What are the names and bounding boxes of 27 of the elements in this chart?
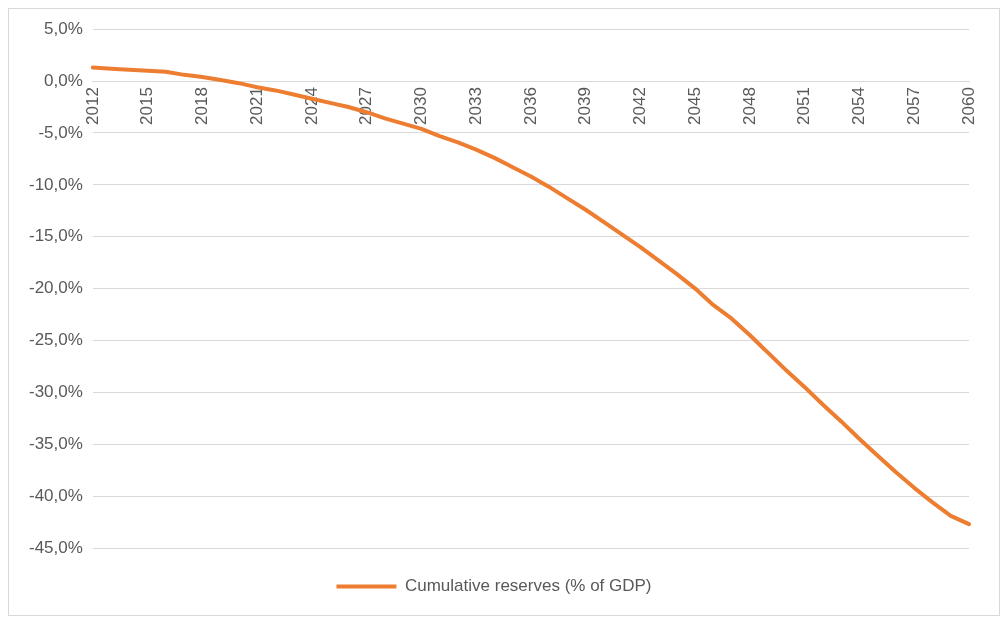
x-tick-label: 2060 bbox=[958, 87, 978, 125]
y-tick-label: -30,0% bbox=[28, 382, 83, 402]
x-tick-label: 2033 bbox=[465, 87, 485, 125]
x-tick-label: 2039 bbox=[575, 87, 595, 125]
x-tick-label: 2042 bbox=[630, 87, 650, 125]
y-tick-label: 0,0% bbox=[44, 70, 83, 90]
x-tick-label: 2012 bbox=[82, 87, 102, 125]
x-tick-label: 2015 bbox=[137, 87, 157, 125]
y-tick-label: 5,0% bbox=[44, 18, 83, 38]
y-tick-label: -45,0% bbox=[28, 537, 83, 557]
y-tick-label: -40,0% bbox=[28, 485, 83, 505]
y-tick-label: -35,0% bbox=[28, 433, 83, 453]
y-tick-label: -20,0% bbox=[28, 278, 83, 298]
x-tick-label: 2030 bbox=[411, 87, 431, 125]
x-tick-label: 2021 bbox=[246, 87, 266, 125]
y-tick-label: -10,0% bbox=[28, 174, 83, 194]
x-tick-label: 2048 bbox=[739, 87, 759, 125]
x-tick-label: 2036 bbox=[520, 87, 540, 125]
y-tick-label: -15,0% bbox=[28, 226, 83, 246]
x-tick-label: 2051 bbox=[794, 87, 814, 125]
x-tick-label: 2054 bbox=[849, 87, 869, 125]
x-tick-label: 2045 bbox=[684, 87, 704, 125]
legend-label: Cumulative reserves (% of GDP) bbox=[404, 576, 652, 596]
x-tick-label: 2018 bbox=[192, 87, 212, 125]
y-tick-label: -25,0% bbox=[28, 330, 83, 350]
y-tick-label: -5,0% bbox=[38, 122, 83, 142]
x-tick-label: 2057 bbox=[903, 87, 923, 125]
